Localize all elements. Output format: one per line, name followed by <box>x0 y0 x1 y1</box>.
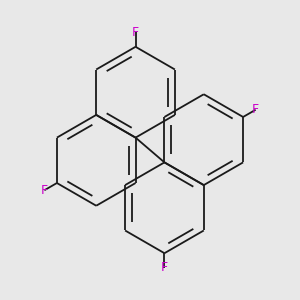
Text: F: F <box>161 261 168 274</box>
Text: F: F <box>132 26 139 39</box>
Text: F: F <box>252 103 259 116</box>
Text: F: F <box>41 184 48 197</box>
